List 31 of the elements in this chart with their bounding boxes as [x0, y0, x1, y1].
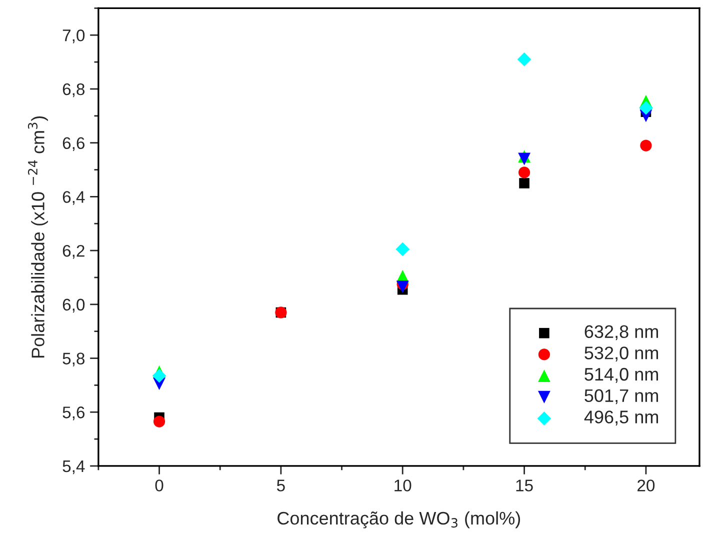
point [152, 368, 166, 383]
x-tick-label: 5 [276, 480, 285, 492]
x-axis-title: Concentração de WO$_{3}$ (mol%) [278, 511, 520, 528]
y-tick-label: 7,0 [62, 30, 85, 44]
point [639, 100, 653, 115]
x-tick-label: 10 [394, 480, 412, 492]
y-tick-label: 6,6 [62, 137, 84, 151]
y-tick-label: 5,4 [62, 460, 85, 474]
y-tick-label: 6,0 [62, 298, 85, 313]
x-tick-label: 0 [155, 480, 164, 492]
point [517, 52, 532, 66]
legend-label: 501,7 nm [584, 389, 658, 404]
legend-label: 496,5 nm [584, 410, 658, 426]
y-tick-label: 6,4 [62, 191, 85, 205]
point [396, 280, 409, 294]
y-tick-label: 6,2 [62, 244, 84, 259]
point [396, 242, 410, 256]
point [519, 178, 530, 188]
y-tick-label: 5,8 [62, 352, 85, 366]
legend-label: 532,0 nm [584, 346, 658, 362]
y-tick-label: 6,8 [62, 83, 85, 98]
x-tick-label: 20 [638, 480, 655, 492]
x-tick-label: 15 [516, 480, 533, 492]
y-tick-label: 5,6 [62, 406, 84, 420]
point [518, 152, 530, 166]
point [153, 416, 166, 428]
point [640, 140, 652, 152]
point [518, 166, 530, 178]
legend-label: 632,8 nm [584, 325, 658, 340]
legend-label: 514,0 nm [584, 368, 658, 383]
y-axis-title: Polarizabilidade (x10 $^{−24}$ cm$^{3}$) [28, 116, 48, 358]
